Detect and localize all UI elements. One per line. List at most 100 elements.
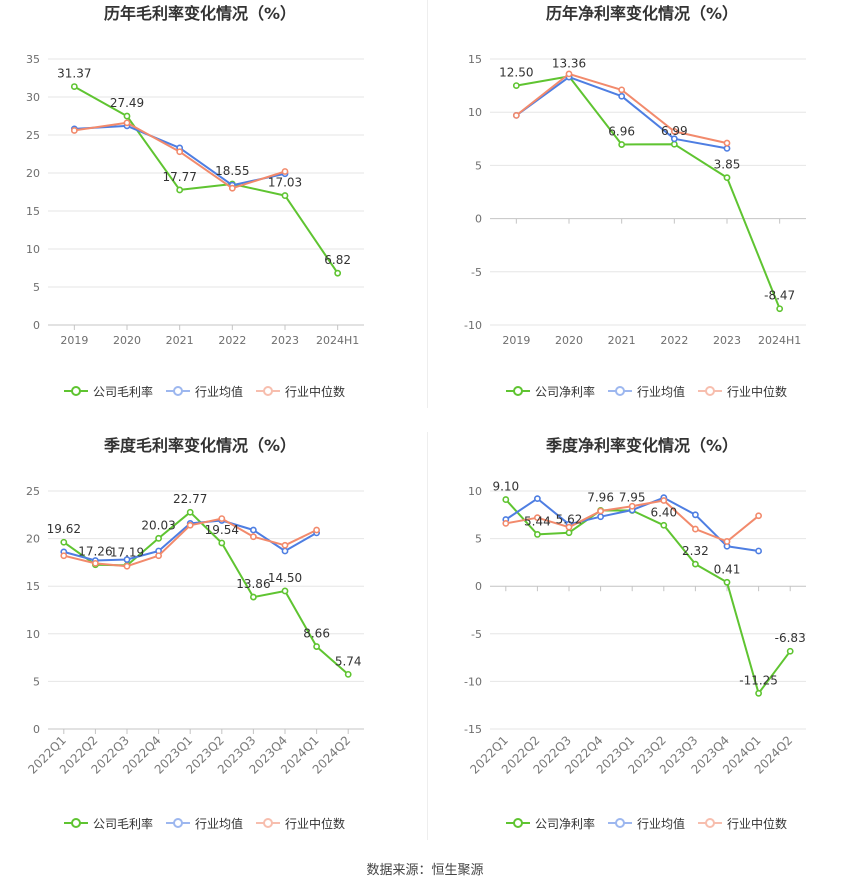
series-company [70,83,342,277]
data-point-industry-median [249,533,257,541]
y-tick-label: 5 [475,533,482,546]
panel-divider [427,432,428,840]
x-tick-label: 2019 [60,334,88,347]
legend-item-company-net-margin[interactable]: 公司净利率 [505,383,595,400]
x-tick-label: 2019 [502,334,530,347]
legend-marker [512,818,523,828]
legend-label: 行业均值 [194,816,243,831]
data-label: 13.36 [552,56,586,70]
y-tick-label: 10 [26,628,40,641]
legend-item-industry-median[interactable]: 行业中位数 [255,383,345,400]
annual-gross-margin-panel: 历年毛利率变化情况（%） 0 5 10 15 20 25 30 35 2019 2020 2021 2… [0,0,408,420]
legend-item-industry-mean[interactable]: 行业均值 [607,815,685,832]
y-tick-label: 0 [33,319,40,332]
data-point-industry-mean [249,526,257,534]
data-point-industry-median [670,127,678,135]
x-tick-label: 2021 [166,334,194,347]
series-industry-median [512,70,731,147]
legend-item-company-gross-margin[interactable]: 公司毛利率 [63,383,153,400]
legend-item-industry-median[interactable]: 行业中位数 [697,383,787,400]
legend-label: 公司净利率 [534,384,595,399]
data-point-company [155,534,162,542]
legend-item-industry-mean[interactable]: 行业均值 [607,383,685,400]
data-point-industry-mean [618,92,626,100]
data-point-company [512,82,520,89]
y-tick-label: -5 [471,628,482,641]
data-label: 19.54 [205,523,239,537]
y-tick-label: -5 [471,266,482,279]
data-label: 17.26 [78,545,112,559]
y-tick-label: 10 [468,106,482,119]
data-label: -11.25 [739,673,778,687]
quarterly-net-margin-plot: -15-10-505102022Q12022Q22022Q32022Q42023… [464,480,806,777]
data-point-company [691,560,699,568]
x-tick-label: 2022 [218,334,246,347]
legend-line-marker-icon [505,818,530,828]
quarterly-gross-margin-plot: 05101520252022Q12022Q22022Q32022Q42023Q1… [25,485,364,777]
data-label: 0.41 [714,562,741,576]
data-point-company [776,305,784,313]
data-label: 9.10 [492,480,519,494]
legend-label: 公司净利率 [534,816,595,831]
data-point-industry-median [565,70,573,78]
data-point-industry-median [123,119,131,127]
legend-item-company-net-margin[interactable]: 公司净利率 [505,815,595,832]
x-tick-label: 2024H1 [316,334,359,347]
panel-divider [427,0,428,408]
data-label: 13.86 [236,577,270,591]
y-tick-label: 15 [26,580,40,593]
data-point-industry-mean [723,144,731,152]
chart-title: 历年净利率变化情况（%） [545,4,739,23]
data-label: 8.66 [303,627,330,641]
series-line-company [505,498,791,695]
x-tick-label: 2020 [113,334,141,347]
data-point-industry-median [502,519,510,527]
legend-item-industry-median[interactable]: 行业中位数 [697,815,787,832]
legend-item-industry-mean[interactable]: 行业均值 [165,383,243,400]
data-point-company [281,587,289,595]
data-point-industry-median [597,507,604,515]
legend-item-industry-median[interactable]: 行业中位数 [255,815,345,832]
data-label: 5.62 [556,513,583,527]
data-label: 2.32 [682,544,709,558]
legend-marker [70,386,81,396]
annual-gross-margin-plot: 0 5 10 15 20 25 30 35 2019 2020 2021 2022 2023 2024H1… [26,53,364,347]
legend-label: 行业中位数 [285,384,346,399]
series-industry-mean [512,73,731,152]
chart-title: 季度净利率变化情况（%） [545,436,739,455]
data-point-industry-median [123,562,131,570]
data-point-industry-median [313,526,320,534]
data-point-industry-median [618,86,626,94]
data-label: 14.50 [268,571,302,585]
data-point-company [723,174,731,182]
x-tick-label: 2023 [713,334,741,347]
y-tick-label: 0 [475,580,482,593]
y-tick-label: 10 [468,485,482,498]
legend-marker [263,386,273,396]
data-point-industry-mean [281,547,289,555]
data-point-industry-median [281,168,289,175]
legend-label: 行业均值 [636,816,685,831]
data-point-industry-median [92,559,99,567]
data-point-industry-median [628,502,636,510]
legend-line-marker-icon [63,818,88,828]
data-point-industry-median [281,541,289,549]
data-label: 17.77 [162,170,196,184]
legend-marker [263,818,273,828]
series-industry-median [60,515,320,570]
data-point-company [618,141,626,148]
data-point-company [670,140,678,148]
data-point-industry-median [176,148,184,156]
legend-item-industry-mean[interactable]: 行业均值 [165,815,243,832]
chart-legend: 公司净利率 行业均值 行业中位数 [442,813,850,833]
data-point-company [281,192,289,199]
legend-item-company-gross-margin[interactable]: 公司毛利率 [63,815,153,832]
series-line-company [516,75,781,310]
data-point-industry-median [565,523,573,531]
data-point-company [660,521,668,529]
annual-net-margin-plot: -10 -5 0 5 10 15 2019 2020 2021 2022 2023 2024H1 12.… [464,53,806,347]
y-tick-label: -10 [464,319,482,332]
grid [490,490,806,730]
data-point-industry-mean [534,495,541,503]
